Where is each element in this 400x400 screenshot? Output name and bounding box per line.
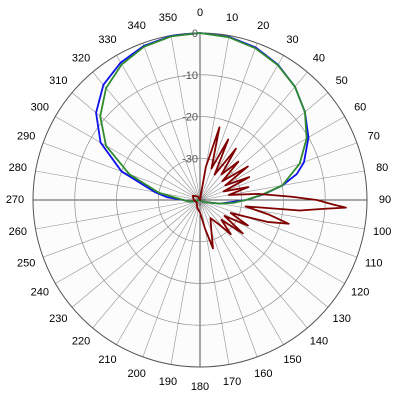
angle-label-310: 310 bbox=[49, 75, 67, 87]
angle-label-210: 210 bbox=[98, 354, 116, 366]
series-3-line bbox=[191, 126, 347, 250]
ring-minus10 bbox=[74, 74, 326, 326]
angle-label-160: 160 bbox=[254, 368, 272, 380]
angle-label-240: 240 bbox=[31, 287, 49, 299]
angle-label-140: 140 bbox=[310, 336, 328, 348]
angle-label-120: 120 bbox=[351, 287, 369, 299]
angle-label-10: 10 bbox=[226, 12, 238, 24]
angle-label-80: 80 bbox=[376, 162, 388, 174]
angle-label-340: 340 bbox=[128, 20, 146, 32]
angle-label-50: 50 bbox=[336, 75, 348, 87]
angle-label-180: 180 bbox=[191, 381, 209, 393]
angle-label-130: 130 bbox=[333, 313, 351, 325]
angle-labels: 0 10 20 30 40 50 60 70 80 90 100 110 120 130 140 150 160… bbox=[6, 7, 392, 393]
angle-label-170: 170 bbox=[223, 376, 241, 388]
angle-label-100: 100 bbox=[373, 226, 391, 238]
angle-label-250: 250 bbox=[17, 257, 35, 269]
angle-label-30: 30 bbox=[286, 34, 298, 46]
angle-label-290: 290 bbox=[17, 131, 35, 143]
angle-label-260: 260 bbox=[9, 226, 27, 238]
angle-label-270: 270 bbox=[6, 194, 24, 206]
radial-label-minus10: -10 bbox=[182, 70, 198, 82]
angle-label-320: 320 bbox=[72, 52, 90, 64]
angle-label-20: 20 bbox=[257, 20, 269, 32]
angle-label-220: 220 bbox=[72, 336, 90, 348]
angle-label-300: 300 bbox=[31, 102, 49, 114]
angle-label-150: 150 bbox=[283, 354, 301, 366]
angle-label-230: 230 bbox=[49, 313, 67, 325]
angle-label-190: 190 bbox=[159, 376, 177, 388]
series-2-line bbox=[99, 32, 308, 205]
angle-label-280: 280 bbox=[9, 162, 27, 174]
series-layer bbox=[95, 32, 347, 250]
angle-label-60: 60 bbox=[354, 102, 366, 114]
angle-label-200: 200 bbox=[128, 368, 146, 380]
angle-label-40: 40 bbox=[313, 52, 325, 64]
angle-label-350: 350 bbox=[159, 12, 177, 24]
angle-label-0: 0 bbox=[197, 7, 203, 19]
radial-label-minus20: -20 bbox=[182, 112, 198, 124]
angle-label-70: 70 bbox=[368, 131, 380, 143]
ring-minus20 bbox=[116, 116, 284, 284]
radial-label-0: 0 bbox=[192, 28, 198, 40]
angle-label-110: 110 bbox=[365, 257, 383, 269]
angle-label-90: 90 bbox=[379, 194, 391, 206]
radial-label-minus30: -30 bbox=[182, 153, 198, 165]
radial-labels: 0 -10 -20 -30 bbox=[182, 28, 198, 165]
angle-label-330: 330 bbox=[98, 34, 116, 46]
